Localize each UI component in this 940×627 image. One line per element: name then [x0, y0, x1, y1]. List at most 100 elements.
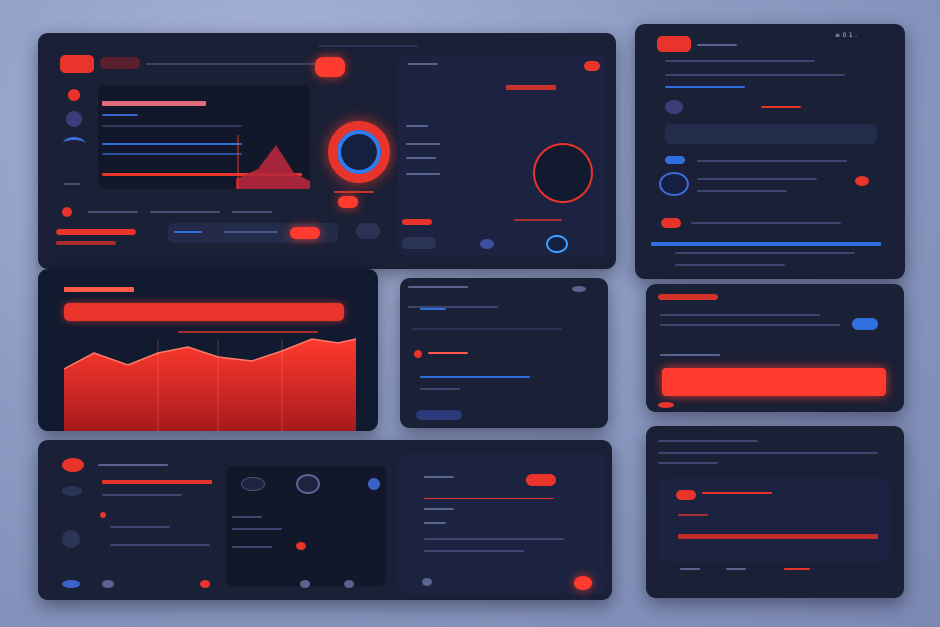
detail-card — [398, 55, 606, 255]
transfer-toggle[interactable] — [852, 318, 878, 330]
notes-panel — [646, 426, 904, 598]
detail-progress[interactable] — [402, 219, 432, 225]
bottom-sidebar-icon-2[interactable] — [62, 530, 80, 548]
stats-row-1 — [408, 306, 498, 308]
notes-footer-red[interactable] — [784, 568, 810, 570]
area-chart-title — [64, 287, 134, 292]
area-chart-panel — [38, 269, 378, 431]
progress-ring-inner — [337, 130, 381, 174]
bottom-nav-3[interactable] — [300, 580, 310, 588]
bottom-title — [98, 464, 168, 466]
detail-row-2 — [406, 143, 440, 145]
trend-chart-card — [98, 85, 310, 189]
area-chart-svg — [63, 338, 357, 431]
mobile-blue-progress[interactable] — [651, 242, 881, 246]
notes-red-progress[interactable] — [678, 534, 878, 539]
blue-status-ring[interactable] — [548, 237, 566, 251]
mobile-logo[interactable] — [657, 36, 691, 52]
media-control-bar[interactable] — [168, 223, 338, 243]
status-dot — [62, 207, 72, 217]
detail-footer-bar[interactable] — [402, 237, 436, 249]
stats-blue-line[interactable] — [420, 376, 530, 378]
stats-red-dot — [414, 350, 422, 358]
mobile-toggle[interactable] — [665, 156, 685, 164]
bottom-detail-row-1 — [424, 508, 454, 510]
primary-action-bar-2[interactable] — [56, 241, 116, 245]
bottom-detail-fab[interactable] — [574, 576, 592, 590]
user-icon[interactable] — [66, 111, 82, 127]
status-text-1 — [88, 211, 138, 213]
transfer-primary-button[interactable] — [662, 368, 886, 396]
mobile-alert-icon[interactable] — [855, 176, 869, 186]
mobile-list-row-4 — [691, 222, 841, 224]
signal-icon[interactable] — [63, 137, 85, 150]
chart-series-red — [102, 173, 302, 176]
bottom-detail-icon[interactable] — [422, 578, 432, 586]
toolbar-divider — [146, 63, 326, 65]
bottom-icon-a[interactable] — [242, 478, 264, 490]
transfer-header[interactable] — [658, 294, 718, 300]
notes-row-2 — [658, 452, 878, 454]
bottom-nav-1[interactable] — [102, 580, 114, 588]
bottom-sidebar-icon-3[interactable] — [62, 580, 80, 588]
mobile-title — [697, 44, 737, 46]
notes-red-line — [702, 492, 772, 494]
bottom-detail-toggle[interactable] — [526, 474, 556, 486]
close-icon[interactable] — [584, 61, 600, 71]
media-play-button[interactable] — [290, 227, 320, 239]
detail-row-4 — [406, 173, 440, 175]
mobile-blue-bar — [665, 86, 745, 88]
notes-row-1 — [658, 440, 758, 442]
stats-card — [400, 278, 608, 428]
home-icon[interactable] — [68, 89, 80, 101]
bottom-detail-card — [398, 454, 606, 594]
bottom-sidebar-icon-1[interactable] — [62, 486, 82, 496]
bottom-inner-row-3 — [232, 546, 272, 548]
bottom-inner-red[interactable] — [296, 542, 306, 550]
media-track — [174, 231, 202, 233]
mobile-list-row-5 — [675, 252, 855, 254]
notes-footer-1 — [680, 568, 700, 570]
status-text-2 — [150, 211, 220, 213]
stats-row-3 — [428, 352, 468, 354]
dial-widget[interactable] — [533, 143, 593, 203]
detail-pill — [506, 85, 556, 90]
mobile-list-row-2 — [697, 178, 817, 180]
mobile-red-slider[interactable] — [761, 106, 801, 108]
mobile-list-row-1 — [697, 160, 847, 162]
detail-footer-icon[interactable] — [480, 239, 494, 249]
bottom-row-3 — [110, 544, 210, 546]
mobile-avatar-1[interactable] — [665, 100, 683, 114]
mobile-radar-icon[interactable] — [661, 174, 687, 194]
stats-header — [408, 286, 468, 288]
area-chart-highlight-bar[interactable] — [64, 303, 344, 321]
mobile-nav-row — [665, 74, 845, 76]
stats-footer-button[interactable] — [416, 410, 462, 420]
bottom-logo[interactable] — [62, 458, 84, 472]
chart-subtitle-bar — [102, 114, 138, 116]
stats-row-2 — [412, 328, 562, 330]
alert-badge[interactable] — [338, 196, 358, 208]
bottom-icon-c[interactable] — [368, 478, 380, 490]
transfer-panel — [646, 284, 904, 412]
chart-title-bar — [102, 101, 206, 106]
mobile-card[interactable] — [665, 124, 877, 144]
notes-inner-card — [660, 478, 890, 562]
primary-action-bar[interactable] — [56, 229, 136, 235]
settings-icon[interactable] — [356, 223, 380, 239]
bottom-row-1 — [102, 494, 182, 496]
stats-menu-icon[interactable] — [572, 286, 586, 292]
bottom-nav-2[interactable] — [200, 580, 210, 588]
bottom-detail-red-line — [424, 498, 554, 499]
search-bar[interactable] — [318, 45, 418, 47]
notes-chip[interactable] — [676, 490, 696, 500]
bottom-icon-b[interactable] — [298, 476, 318, 492]
mobile-chip[interactable] — [661, 218, 681, 228]
bottom-nav-4[interactable] — [344, 580, 354, 588]
detail-progress-2 — [514, 219, 562, 221]
bottom-inner-row-1 — [232, 516, 262, 518]
app-logo[interactable] — [60, 55, 94, 73]
record-button[interactable] — [315, 57, 345, 77]
bottom-inner-card — [226, 466, 386, 586]
app-title-chip — [100, 57, 140, 69]
